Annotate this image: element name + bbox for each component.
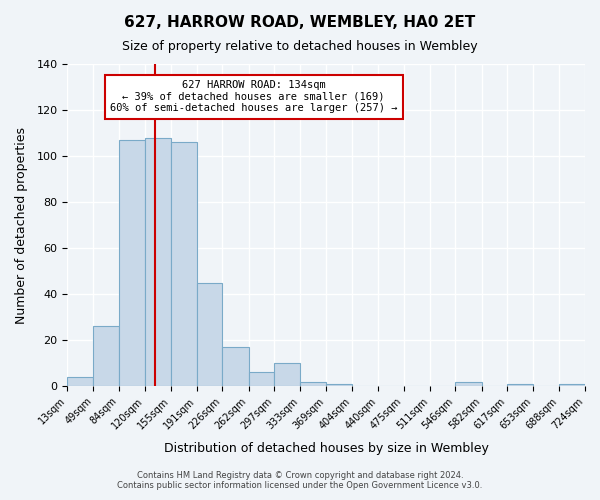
Bar [119,140,145,386]
Text: 627 HARROW ROAD: 134sqm
← 39% of detached houses are smaller (169)
60% of semi-d: 627 HARROW ROAD: 134sqm ← 39% of detache… [110,80,397,114]
Text: Size of property relative to detached houses in Wembley: Size of property relative to detached ho… [122,40,478,53]
Text: Contains HM Land Registry data © Crown copyright and database right 2024.
Contai: Contains HM Land Registry data © Crown c… [118,470,482,490]
Bar [559,384,585,386]
Y-axis label: Number of detached properties: Number of detached properties [15,126,28,324]
Bar [507,384,533,386]
X-axis label: Distribution of detached houses by size in Wembley: Distribution of detached houses by size … [164,442,488,455]
Bar [455,382,482,386]
Bar [197,282,223,387]
Bar [300,382,326,386]
Bar [145,138,170,386]
Bar [274,363,300,386]
Bar [170,142,197,386]
Bar [223,347,248,387]
Bar [248,372,274,386]
Bar [326,384,352,386]
Bar [94,326,119,386]
Bar [67,377,94,386]
Text: 627, HARROW ROAD, WEMBLEY, HA0 2ET: 627, HARROW ROAD, WEMBLEY, HA0 2ET [124,15,476,30]
